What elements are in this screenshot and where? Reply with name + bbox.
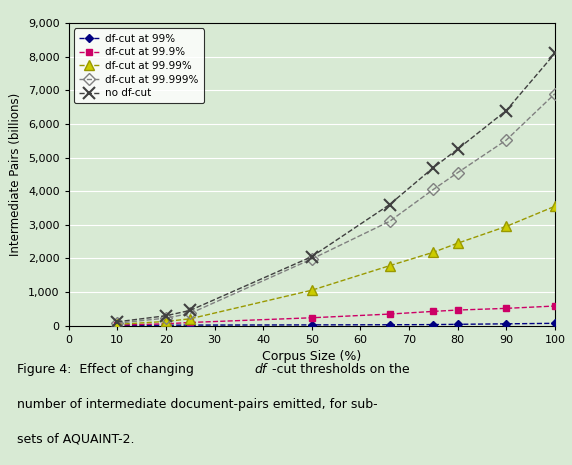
Text: -cut thresholds on the: -cut thresholds on the [272,363,410,376]
Text: df: df [255,363,267,376]
Text: Figure 4:  Effect of changing: Figure 4: Effect of changing [17,363,198,376]
Text: sets of AQUAINT-2.: sets of AQUAINT-2. [17,432,134,445]
X-axis label: Corpus Size (%): Corpus Size (%) [262,350,362,363]
Text: number of intermediate document-pairs emitted, for sub-: number of intermediate document-pairs em… [17,398,378,411]
Y-axis label: Intermediate Pairs (billions): Intermediate Pairs (billions) [9,93,22,256]
Legend: df-cut at 99%, df-cut at 99.9%, df-cut at 99.99%, df-cut at 99.999%, no df-cut: df-cut at 99%, df-cut at 99.9%, df-cut a… [74,28,204,103]
